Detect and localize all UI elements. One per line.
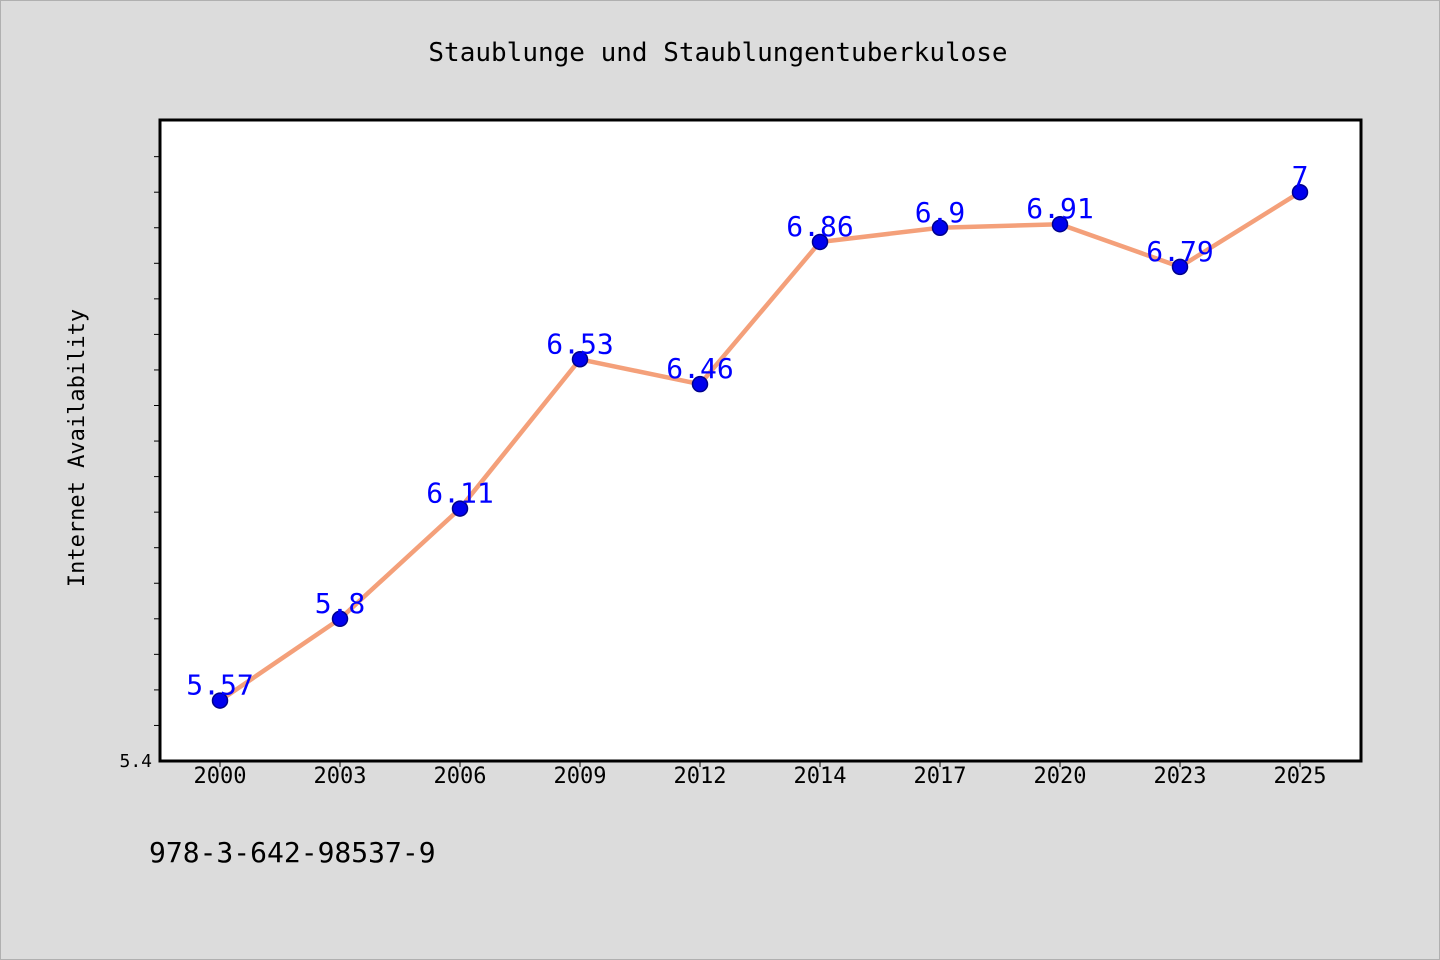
data-point (691, 375, 709, 393)
x-tick-label: 2017 (914, 764, 967, 789)
y-tick-label-min: 5.4 (119, 751, 152, 772)
y-axis-ticks (154, 156, 160, 726)
data-point (571, 351, 589, 368)
data-label: 5.8 (315, 587, 366, 620)
data-label: 6.9 (915, 196, 966, 229)
x-tick-label: 2000 (194, 764, 247, 789)
data-label: 6.91 (1026, 192, 1093, 225)
y-axis-label: Internet Availability (65, 309, 90, 587)
data-point (1051, 215, 1069, 233)
series-line (217, 189, 1303, 703)
x-tick-label: 2020 (1034, 764, 1087, 789)
x-tick-label: 2023 (1154, 764, 1207, 789)
data-point (211, 692, 229, 709)
plot-area (158, 118, 1363, 763)
isbn-text: 978-3-642-98537-9 (149, 836, 436, 869)
data-label: 6.86 (786, 210, 853, 243)
chart-title: Staublunge und Staublungentuberkulose (428, 38, 1007, 68)
data-label: 6.79 (1146, 235, 1213, 268)
data-point (811, 233, 829, 251)
data-label: 7 (1292, 160, 1309, 193)
x-tick-label: 2014 (794, 764, 847, 789)
data-point (931, 219, 949, 236)
data-label: 6.53 (546, 327, 613, 360)
x-tick-label: 2003 (314, 764, 367, 789)
data-point (451, 500, 469, 517)
data-point (1171, 258, 1189, 276)
data-point (331, 610, 349, 628)
data-label: 6.46 (666, 352, 733, 385)
x-tick-label: 2012 (674, 764, 727, 789)
data-label: 5.57 (186, 669, 253, 702)
x-axis-tick-labels: 2000 2003 2006 2009 2012 2014 2017 2020 2023 2025 (194, 761, 1327, 789)
data-labels: 5.57 5.8 6.11 6.53 6.46 6.86 6.9 6.91 6.79 7 (186, 160, 1308, 701)
x-tick-label: 2009 (554, 764, 607, 789)
data-markers (211, 183, 1309, 709)
series-line-group (217, 189, 1303, 703)
x-tick-label: 2025 (1274, 764, 1327, 789)
data-point (1291, 183, 1309, 201)
x-tick-label: 2006 (434, 764, 487, 789)
data-label: 6.11 (426, 477, 493, 510)
